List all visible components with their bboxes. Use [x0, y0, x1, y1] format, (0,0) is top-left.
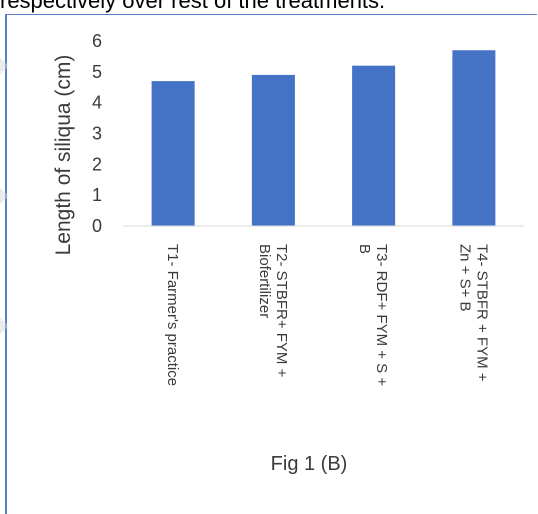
bar: [251, 74, 295, 227]
figure-frame: [5, 14, 537, 514]
figure-caption: Fig 1 (B): [271, 453, 348, 475]
y-tick-label: 2: [92, 154, 102, 174]
bar: [452, 50, 496, 226]
bar: [151, 81, 195, 226]
y-axis-ticks: 0 1 2 3 4 5 6: [92, 31, 102, 236]
y-tick-label: 5: [92, 62, 102, 82]
category-label: T3- RDF+ FYM + S +: [373, 244, 390, 386]
bar: [352, 65, 396, 227]
y-tick-label: 4: [92, 93, 102, 113]
category-label: T1- Farmer's practice: [164, 244, 181, 386]
y-tick-label: 3: [92, 124, 102, 144]
category-labels: T1- Farmer's practice T2- STBFR+ FYM +Bio…: [164, 244, 490, 386]
y-tick-label: 1: [92, 185, 102, 205]
category-label: T2- STBFR+ FYM +: [273, 244, 290, 378]
bars: [151, 50, 496, 227]
y-tick-label: 6: [92, 31, 102, 51]
page-text: respectively over rest of the treatments…: [0, 0, 386, 13]
y-tick-label: 0: [92, 216, 102, 236]
category-label: T4- STBFR + FYM +: [473, 244, 490, 382]
category-label: Zn + S+ B: [456, 244, 473, 312]
category-label: Biofertilizer: [256, 244, 273, 318]
category-label: B: [356, 244, 373, 254]
y-axis-title: Length of siliqua (cm): [52, 55, 75, 256]
